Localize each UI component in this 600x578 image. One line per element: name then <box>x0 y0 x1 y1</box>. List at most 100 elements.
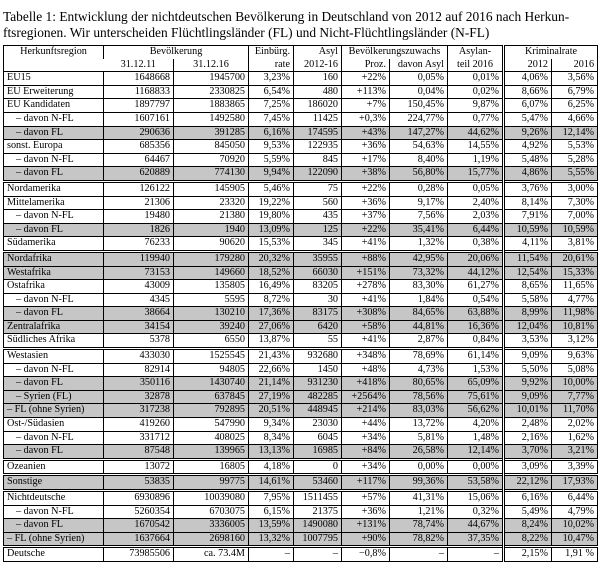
cell-zuwachs-proz: +0,3% <box>341 112 390 127</box>
region-label: – davon N-FL <box>16 153 74 165</box>
cell-asylanteil-2016: 44,62% <box>447 126 504 140</box>
col-subheader-31-12-11: 31.12.11 <box>120 58 156 70</box>
cell-einbuerg-rate: 20,32% <box>248 251 294 266</box>
cell-kriminalrate-2016: 5,55% <box>551 166 598 182</box>
region-label: – davon N-FL <box>16 505 74 517</box>
table-row: – davon N-FL 82914 94805 22,66% 1450 +48% 4,73… <box>3 363 598 377</box>
region-label: – FL (ohne Syrien) <box>7 404 85 416</box>
cell-asyl-2012-16: 66030 <box>293 266 342 280</box>
cell-asylanteil-2016: 2,40% <box>447 196 504 210</box>
cell-zuwachs-proz: +278% <box>341 279 390 294</box>
region-label: – davon FL <box>16 223 63 235</box>
cell-bev-31-12-11: 126122 <box>103 181 174 197</box>
cell-zuwachs-proz: +7% <box>341 98 390 113</box>
cell-bev-31-12-11: 119940 <box>103 251 174 266</box>
cell-zuwachs-proz: +36% <box>341 505 390 519</box>
cell-bev-31-12-16: 1525545 <box>173 348 249 364</box>
table-row: Mittelamerika 21306 23320 19,22% 560 +36% 9,17… <box>3 196 598 210</box>
table-row: Sonstige 53835 99775 14,61% 53460 +117% 99,36%… <box>3 474 598 491</box>
table-row: – davon FL 350116 1430740 21,14% 931230 +418%… <box>3 376 598 391</box>
cell-zuwachs-davon-asyl: 0,05% <box>388 71 448 86</box>
cell-bev-31-12-16: 135805 <box>173 279 249 294</box>
cell-bev-31-12-16: 21380 <box>173 209 249 224</box>
table-row: Südamerika 76233 90620 15,53% 345 +41% 1,32% 0,… <box>3 236 598 252</box>
table-caption: Tabelle 1: Entwicklung der nichtdeutsche… <box>3 9 597 40</box>
table-row: EU Kandidaten 1897797 1883865 7,25% 186020 +7… <box>3 98 598 113</box>
cell-asylanteil-2016: 0,00% <box>447 459 504 475</box>
cell-asyl-2012-16: 186020 <box>293 98 342 113</box>
cell-zuwachs-davon-asyl: 35,41% <box>388 223 448 237</box>
cell-zuwachs-davon-asyl: 78,56% <box>388 390 448 404</box>
cell-zuwachs-proz: +348% <box>341 348 390 364</box>
cell-bev-31-12-16: 3336005 <box>173 518 249 533</box>
cell-kriminalrate-2016: 11,70% <box>551 403 598 418</box>
cell-bev-31-12-11: 21306 <box>103 196 174 210</box>
cell-zuwachs-proz: +418% <box>341 376 390 391</box>
cell-einbuerg-rate: 13,59% <box>248 518 294 533</box>
cell-zuwachs-davon-asyl: 0,00% <box>388 459 448 475</box>
cell-kriminalrate-2016: 20,61% <box>551 251 598 266</box>
col-header-asylanteil: Asylan- <box>447 45 504 59</box>
cell-kriminalrate-2012: 2,48% <box>502 417 552 432</box>
cell-bev-31-12-16: 16805 <box>173 459 249 475</box>
cell-kriminalrate-2012: 11,54% <box>502 251 552 266</box>
cell-zuwachs-davon-asyl: 73,32% <box>388 266 448 280</box>
population-development-table: Herkunftsregion Bevölkerung Einbürg. Asy… <box>3 45 599 562</box>
cell-bev-31-12-11: 38664 <box>103 306 174 321</box>
cell-kriminalrate-2012: 22,12% <box>502 474 552 491</box>
cell-kriminalrate-2012: 3,53% <box>502 333 552 349</box>
cell-asylanteil-2016: 1,53% <box>447 363 504 377</box>
cell-einbuerg-rate: 6,15% <box>248 505 294 519</box>
table-row: – davon FL 38664 130210 17,36% 83175 +308% 84,… <box>3 306 598 321</box>
cell-zuwachs-davon-asyl: 1,84% <box>388 293 448 307</box>
cell-einbuerg-rate: 7,45% <box>248 112 294 127</box>
cell-einbuerg-rate: 16,49% <box>248 279 294 294</box>
cell-asyl-2012-16: 1007795 <box>293 532 342 547</box>
caption-line-2: ftsregionen. Wir unterscheiden Flüchtlin… <box>3 24 490 40</box>
cell-einbuerg-rate: 5,59% <box>248 153 294 167</box>
region-label: – davon N-FL <box>16 210 74 222</box>
cell-kriminalrate-2012: 2,15% <box>502 546 552 562</box>
cell-bev-31-12-11: 317238 <box>103 403 174 418</box>
cell-zuwachs-davon-asyl: 4,73% <box>388 363 448 377</box>
cell-zuwachs-proz: +88% <box>341 251 390 266</box>
col-subheader-proz: Proz. <box>341 58 390 72</box>
cell-asyl-2012-16: 435 <box>293 209 342 224</box>
cell-asylanteil-2016: 61,14% <box>447 348 504 364</box>
cell-bev-31-12-16: 130210 <box>173 306 249 321</box>
cell-asylanteil-2016: 14,55% <box>447 139 504 154</box>
cell-bev-31-12-11: 620889 <box>103 166 174 182</box>
cell-kriminalrate-2012: 12,54% <box>502 266 552 280</box>
cell-asyl-2012-16: 480 <box>293 85 342 99</box>
table-row: Nordafrika 119940 179280 20,32% 35955 +88% 42,… <box>3 251 598 266</box>
cell-einbuerg-rate: 15,53% <box>248 236 294 252</box>
region-label: EU Erweiterung <box>7 85 74 97</box>
cell-kriminalrate-2012: 5,58% <box>502 293 552 307</box>
cell-bev-31-12-11: 685356 <box>103 139 174 154</box>
cell-asyl-2012-16: 6420 <box>293 320 342 334</box>
cell-kriminalrate-2012: 8,66% <box>502 85 552 99</box>
cell-kriminalrate-2016: 15,33% <box>551 266 598 280</box>
cell-bev-31-12-11: 433030 <box>103 348 174 364</box>
table-row: Deutsche 73985506 ca. 73.4M – – −0,8% – –2,15% 1… <box>3 546 598 562</box>
cell-zuwachs-davon-asyl: 84,65% <box>388 306 448 321</box>
cell-kriminalrate-2016: 6,25% <box>551 98 598 113</box>
cell-kriminalrate-2012: 10,01% <box>502 403 552 418</box>
table-row: – FL (ohne Syrien) 317238 792895 20,51% 4489… <box>3 403 598 418</box>
cell-kriminalrate-2012: 9,09% <box>502 348 552 364</box>
cell-asyl-2012-16: 21375 <box>293 505 342 519</box>
cell-asyl-2012-16: 23030 <box>293 417 342 432</box>
cell-bev-31-12-16: 1492580 <box>173 112 249 127</box>
cell-einbuerg-rate: 27,19% <box>248 390 294 404</box>
cell-kriminalrate-2012: 4,86% <box>502 166 552 182</box>
cell-kriminalrate-2016: 3,21% <box>551 444 598 460</box>
cell-asylanteil-2016: 37,35% <box>447 532 504 547</box>
cell-zuwachs-davon-asyl: 150,45% <box>388 98 448 113</box>
cell-asyl-2012-16: 125 <box>293 223 342 237</box>
cell-bev-31-12-11: 350116 <box>103 376 174 391</box>
cell-bev-31-12-16: 391285 <box>173 126 249 140</box>
cell-asyl-2012-16: 75 <box>293 181 342 197</box>
cell-kriminalrate-2012: 5,50% <box>502 363 552 377</box>
cell-bev-31-12-16: ca. 73.4M <box>173 546 249 562</box>
cell-asylanteil-2016: 1,19% <box>447 153 504 167</box>
